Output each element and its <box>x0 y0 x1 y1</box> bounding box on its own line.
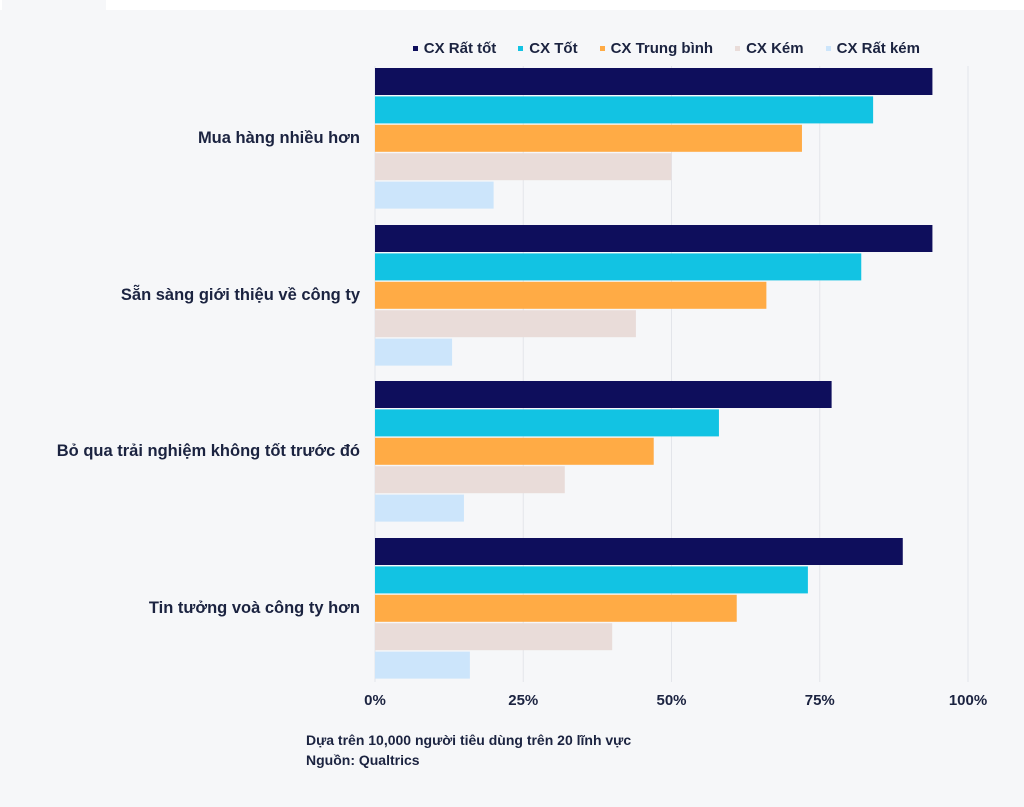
bar <box>375 594 737 622</box>
x-tick-label: 50% <box>656 692 686 709</box>
bar <box>375 538 903 565</box>
bar <box>375 96 874 124</box>
footnote-sample: Dựa trên 10,000 người tiêu dùng trên 20 … <box>306 732 632 748</box>
x-tick-label: 75% <box>805 692 835 709</box>
legend-label: CX Tốt <box>529 40 578 57</box>
bar <box>375 566 808 594</box>
bar <box>375 338 453 366</box>
category-label: Tin tưởng voà công ty hơn <box>149 599 360 617</box>
category-label: Bỏ qua trải nghiệm không tốt trước đó <box>57 442 360 460</box>
bar <box>375 494 464 522</box>
bar <box>375 381 832 408</box>
chart-legend: CX Rất tốt CX Tốt CX Trung bình CX Kém CX Rấ… <box>412 40 920 57</box>
legend-swatch <box>599 46 605 51</box>
legend-item: CX Kém <box>735 40 804 57</box>
legend-item: CX Trung bình <box>599 40 714 57</box>
bar <box>375 153 672 181</box>
legend-swatch <box>518 46 524 51</box>
legend-label: CX Kém <box>746 40 804 57</box>
bar <box>375 466 565 494</box>
bar <box>375 437 654 465</box>
x-tick-label: 0% <box>364 692 386 709</box>
bar <box>375 281 767 309</box>
footnote-source: Nguồn: Qualtrics <box>306 752 420 768</box>
category-label: Sẵn sàng giới thiệu về công ty <box>121 284 361 304</box>
bar <box>375 409 719 437</box>
legend-item: CX Rất tốt <box>412 40 497 57</box>
category-label: Mua hàng nhiều hơn <box>198 129 360 147</box>
legend-item: CX Rất kém <box>825 40 920 57</box>
legend-label: CX Rất tốt <box>423 40 497 57</box>
bar <box>375 310 636 338</box>
bar <box>375 623 613 651</box>
bar <box>375 225 933 252</box>
bar <box>375 124 802 152</box>
bar <box>375 651 470 679</box>
legend-item: CX Tốt <box>518 40 578 57</box>
bar <box>375 181 494 209</box>
legend-label: CX Rất kém <box>836 40 920 57</box>
bar <box>375 253 862 281</box>
footnote: Dựa trên 10,000 người tiêu dùng trên 20 … <box>306 730 631 770</box>
top-strip <box>106 0 1024 10</box>
left-edge <box>0 0 2 10</box>
x-tick-label: 25% <box>508 692 538 709</box>
legend-swatch <box>825 46 831 51</box>
bar <box>375 68 933 95</box>
x-tick-label: 100% <box>949 692 987 709</box>
legend-swatch <box>735 46 741 51</box>
legend-label: CX Trung bình <box>610 40 714 57</box>
legend-swatch <box>412 46 418 51</box>
